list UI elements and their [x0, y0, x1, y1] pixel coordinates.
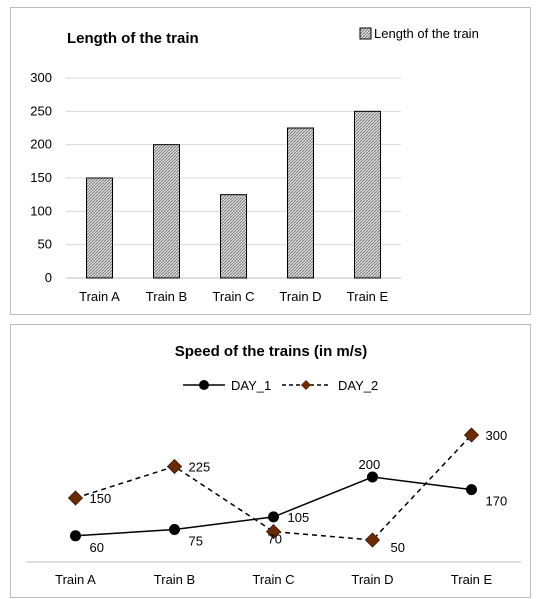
line-chart: Speed of the trains (in m/s) DAY_1 DAY_2…	[26, 343, 521, 587]
bar-y-tick-label: 300	[30, 70, 52, 85]
day2-data-label: 50	[391, 540, 405, 555]
bar-x-tick-label: Train C	[212, 289, 254, 304]
day2-point	[364, 532, 381, 548]
legend-day2-marker	[301, 380, 311, 390]
bar-chart-title: Length of the train	[67, 30, 199, 47]
day1-data-label: 105	[288, 510, 310, 525]
day2-point	[67, 490, 84, 506]
day2-series-line	[75, 434, 473, 541]
day2-data-label: 225	[189, 460, 211, 475]
bar-x-tick-label: Train B	[146, 289, 187, 304]
line-legend: DAY_1 DAY_2	[183, 378, 378, 393]
legend-day1-label: DAY_1	[231, 378, 271, 393]
day1-data-label: 170	[486, 494, 508, 509]
line-chart-panel: Speed of the trains (in m/s) DAY_1 DAY_2…	[10, 324, 531, 598]
bar	[86, 177, 113, 279]
bar-x-tick-label: Train E	[347, 289, 389, 304]
line-x-tick-label: Train A	[55, 572, 96, 587]
line-x-tick-label: Train C	[252, 572, 294, 587]
bar-y-tick-label: 50	[38, 237, 52, 252]
day1-data-label: 60	[90, 540, 104, 555]
line-chart-title: Speed of the trains (in m/s)	[175, 343, 368, 360]
day2-point	[166, 458, 183, 475]
bar-y-tick-label: 150	[30, 170, 52, 185]
bar-y-tick-label: 100	[30, 203, 52, 218]
day1-point	[367, 471, 378, 483]
bar-chart-panel: Length of the train Length of the train …	[10, 7, 531, 315]
bar-chart: Length of the train Length of the train …	[30, 26, 479, 304]
bar-x-tick-label: Train D	[279, 289, 321, 304]
day1-data-label: 75	[189, 534, 203, 549]
day1-data-label: 200	[359, 457, 381, 472]
day2-point	[265, 524, 282, 540]
line-x-tick-label: Train E	[451, 572, 493, 587]
line-x-tick-label: Train B	[154, 572, 195, 587]
bar-legend-swatch	[359, 27, 372, 40]
day2-data-label: 70	[268, 532, 282, 547]
bar	[354, 110, 381, 279]
bar	[220, 194, 247, 279]
day1-point	[169, 524, 180, 535]
day2-point	[463, 427, 480, 443]
legend-day1-marker	[199, 380, 209, 390]
day1-point	[466, 484, 477, 496]
day1-point	[70, 530, 81, 542]
day2-data-label: 300	[486, 428, 508, 443]
bar-legend-label: Length of the train	[374, 26, 479, 41]
bar-legend: Length of the train	[359, 26, 479, 41]
bar-x-tick-label: Train A	[79, 289, 120, 304]
bar-y-tick-label: 200	[30, 137, 52, 152]
bar	[153, 144, 180, 279]
day1-point	[268, 511, 279, 523]
legend-day2-label: DAY_2	[338, 378, 378, 393]
line-x-tick-label: Train D	[351, 572, 393, 587]
bar-y-tick-label: 250	[30, 103, 52, 118]
bar-y-tick-label: 0	[45, 270, 52, 285]
day2-data-label: 150	[90, 491, 112, 506]
bar	[287, 127, 314, 279]
